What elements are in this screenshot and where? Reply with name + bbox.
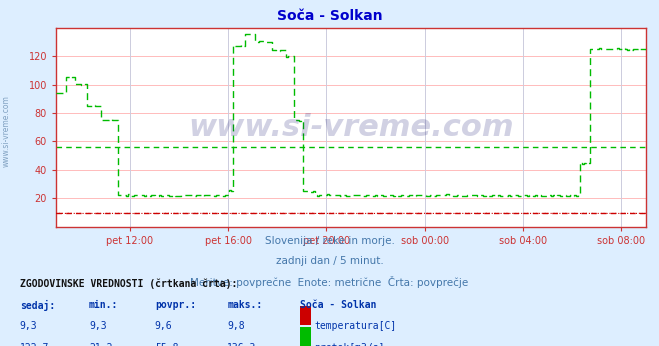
Text: temperatura[C]: temperatura[C] <box>314 321 397 331</box>
Text: 9,6: 9,6 <box>155 321 173 331</box>
Text: ZGODOVINSKE VREDNOSTI (črtkana črta):: ZGODOVINSKE VREDNOSTI (črtkana črta): <box>20 279 237 289</box>
Text: zadnji dan / 5 minut.: zadnji dan / 5 minut. <box>275 256 384 266</box>
Text: Slovenija / reke in morje.: Slovenija / reke in morje. <box>264 236 395 246</box>
Text: maks.:: maks.: <box>227 300 262 310</box>
Text: min.:: min.: <box>89 300 119 310</box>
Text: 9,3: 9,3 <box>20 321 38 331</box>
Text: Meritve: povprečne  Enote: metrične  Črta: povprečje: Meritve: povprečne Enote: metrične Črta:… <box>190 276 469 288</box>
Text: 55,8: 55,8 <box>155 343 179 346</box>
Text: 122,7: 122,7 <box>20 343 49 346</box>
Text: sedaj:: sedaj: <box>20 300 55 311</box>
Text: 9,3: 9,3 <box>89 321 107 331</box>
Text: povpr.:: povpr.: <box>155 300 196 310</box>
Text: 136,3: 136,3 <box>227 343 257 346</box>
Text: www.si-vreme.com: www.si-vreme.com <box>188 113 514 142</box>
Text: www.si-vreme.com: www.si-vreme.com <box>2 95 11 167</box>
Text: 9,8: 9,8 <box>227 321 245 331</box>
Text: 21,2: 21,2 <box>89 343 113 346</box>
Text: Soča - Solkan: Soča - Solkan <box>300 300 376 310</box>
Text: Soča - Solkan: Soča - Solkan <box>277 9 382 22</box>
Text: pretok[m3/s]: pretok[m3/s] <box>314 343 385 346</box>
